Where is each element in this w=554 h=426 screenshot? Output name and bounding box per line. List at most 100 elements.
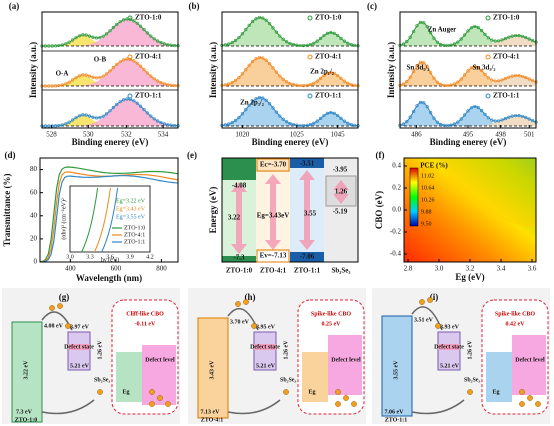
band-gap-label: Eg=3.55 eV xyxy=(116,214,146,220)
data-point xyxy=(422,101,426,105)
data-point xyxy=(264,18,268,22)
data-point xyxy=(432,76,436,80)
data-point xyxy=(108,29,112,33)
data-point xyxy=(285,40,289,44)
category-label: Sb₂Se₃ xyxy=(332,267,351,275)
x-tick-label: 1045 xyxy=(331,131,346,139)
legend-entry: ZTO-1:1 xyxy=(315,92,342,100)
schematic-label: 5.21 eV xyxy=(256,363,276,369)
y-tick-label: 0.2 xyxy=(392,184,401,192)
data-point xyxy=(101,114,105,118)
data-point xyxy=(319,116,323,120)
data-point xyxy=(432,116,436,120)
band-gap-label: Eg=3.22 eV xyxy=(116,198,146,204)
data-point xyxy=(466,29,470,33)
data-point xyxy=(234,78,238,82)
data-point xyxy=(322,73,326,78)
data-point xyxy=(530,118,535,123)
zoom-band xyxy=(512,335,546,395)
data-point xyxy=(145,111,149,115)
annotation: Zn 2p₃/₂ xyxy=(240,99,264,107)
schematic-label: 1.26 eV xyxy=(283,340,289,360)
legend-marker xyxy=(485,54,491,60)
data-point xyxy=(469,66,474,70)
legend-entry: ZTO-1:1 xyxy=(135,92,162,100)
data-point xyxy=(530,78,535,83)
data-point xyxy=(285,120,289,124)
y-axis-label: CBO (eV) xyxy=(374,191,384,229)
data-point xyxy=(67,120,71,124)
schematic-label: 3.51 eV xyxy=(414,317,434,323)
energy-level: Ec=-3.70 xyxy=(260,161,287,169)
data-point xyxy=(408,75,412,79)
column xyxy=(222,158,256,180)
data-point xyxy=(139,64,143,68)
peak-fit xyxy=(222,17,358,46)
plot-frame xyxy=(221,11,359,129)
energy-level: -5.19 xyxy=(333,208,348,216)
data-point xyxy=(152,77,156,81)
data-point xyxy=(70,78,75,82)
panel-label: (i) xyxy=(430,292,439,302)
energy-level: -7.3 xyxy=(233,254,245,262)
peak-fit xyxy=(400,62,536,86)
data-point xyxy=(101,74,105,78)
data-point xyxy=(435,120,440,124)
transmittance-curve xyxy=(39,175,179,263)
band-gap-label: Eg=3.43 eV xyxy=(116,206,146,212)
x-tick-label: 498 xyxy=(495,131,506,139)
carrier xyxy=(519,401,525,407)
tauc-curve xyxy=(81,187,99,253)
inset-tick-label: 3.9 xyxy=(126,254,134,260)
data-point xyxy=(285,80,289,84)
data-point xyxy=(480,68,484,73)
data-point xyxy=(422,61,426,65)
data-point xyxy=(432,36,436,40)
data-point xyxy=(429,111,433,115)
data-point xyxy=(240,112,244,116)
defect-level xyxy=(254,344,276,350)
panel-label: (h) xyxy=(245,292,256,302)
zoom-band xyxy=(486,352,512,402)
x-tick-label: 1020 xyxy=(235,131,250,139)
legend-marker xyxy=(127,15,133,21)
schematic-label: 3.70 eV xyxy=(230,319,250,325)
x-tick-label: 528 xyxy=(46,131,57,139)
data-point xyxy=(104,32,109,36)
x-tick-label: 495 xyxy=(463,131,474,139)
data-point xyxy=(339,76,343,80)
plot-frame xyxy=(39,157,179,263)
energy-level: -4.08 xyxy=(232,182,247,190)
data-point xyxy=(244,107,248,112)
schematic-label: 7.13 eV xyxy=(201,409,221,415)
category-label: ZTO-1:1 xyxy=(294,267,321,275)
gap-arrow xyxy=(265,174,281,250)
data-point xyxy=(405,119,409,124)
data-point xyxy=(281,117,285,121)
data-point xyxy=(101,34,105,38)
data-point xyxy=(483,32,487,36)
y-axis-label: Intensity (a.u.) xyxy=(28,42,38,98)
tauc-curve xyxy=(101,187,119,253)
data-point xyxy=(342,39,347,43)
sb2se3-block xyxy=(67,331,91,371)
legend-marker xyxy=(127,93,133,99)
data-point xyxy=(486,116,491,120)
schematic-label: 3.55 eV xyxy=(393,360,399,380)
data-point xyxy=(104,72,109,76)
data-point xyxy=(111,105,115,110)
data-point xyxy=(139,104,143,108)
x-tick-label: 486 xyxy=(411,131,422,139)
fit-line xyxy=(221,56,359,87)
data-point xyxy=(247,63,251,67)
schematic-label: 3.43 eV xyxy=(209,360,215,380)
data-point xyxy=(435,40,440,44)
column xyxy=(290,252,324,262)
panel-label: (a) xyxy=(9,1,20,11)
x-tick-label: 2.8 xyxy=(404,265,413,273)
data-point xyxy=(268,22,272,26)
schematic-label: 7.3 eV xyxy=(16,409,33,415)
data-point xyxy=(459,117,463,121)
annotation: Zn 2p₁/₂ xyxy=(310,68,334,76)
schematic-label: Sb₂Se₃ xyxy=(464,377,480,383)
